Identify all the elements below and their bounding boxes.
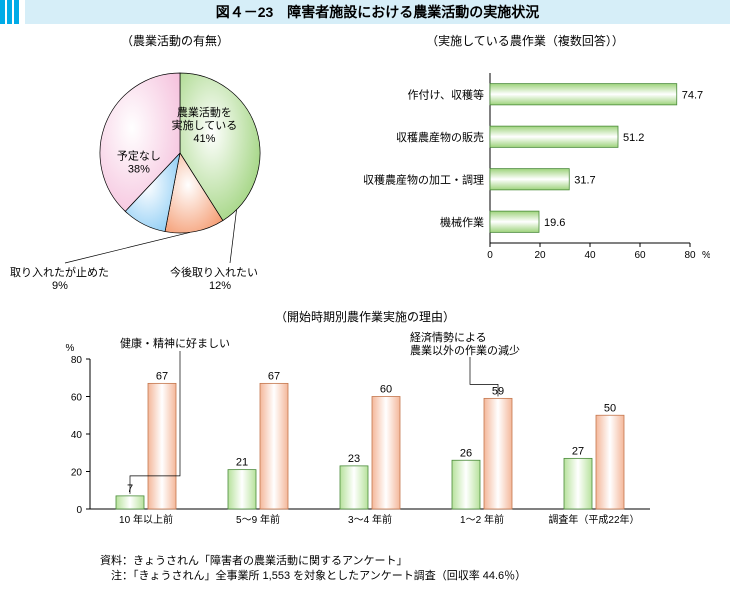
hbar: [490, 169, 569, 190]
svg-text:60: 60: [380, 384, 392, 396]
grouped-bar: [116, 496, 144, 509]
svg-text:67: 67: [156, 370, 168, 382]
grouped-bar: [148, 383, 176, 509]
grouped-bar: [372, 397, 400, 510]
svg-text:60: 60: [634, 250, 646, 261]
svg-text:今後取り入れたい: 今後取り入れたい: [170, 265, 258, 279]
hbar: [490, 211, 539, 232]
title-accent: [0, 0, 19, 24]
svg-text:3～4 年前: 3～4 年前: [348, 513, 392, 526]
svg-text:作付け、収穫等: 作付け、収穫等: [408, 87, 484, 101]
svg-text:0: 0: [76, 505, 82, 516]
hbar-subtitle: （実施している農作業（複数回答））: [340, 32, 710, 49]
svg-text:0: 0: [487, 250, 493, 261]
svg-text:40: 40: [71, 430, 83, 441]
svg-text:19.6: 19.6: [544, 217, 565, 229]
svg-text:21: 21: [236, 457, 248, 469]
grouped-bar: [596, 415, 624, 509]
svg-text:26: 26: [460, 447, 472, 459]
grouped-bar: [452, 460, 480, 509]
svg-text:9%: 9%: [52, 280, 68, 292]
grouped-bar-chart: 020406080%76710 年以上前21675～9 年前23603～4 年前…: [30, 329, 690, 549]
svg-text:20: 20: [534, 250, 546, 261]
grouped-bar: [340, 466, 368, 509]
grouped-bar: [228, 470, 256, 509]
svg-text:%: %: [66, 343, 75, 354]
svg-text:31.7: 31.7: [574, 174, 595, 186]
grouped-subtitle: （開始時期別農作業実施の理由）: [30, 308, 700, 325]
svg-text:38%: 38%: [128, 164, 150, 176]
grouped-bar: [564, 458, 592, 509]
svg-text:収穫農産物の販売: 収穫農産物の販売: [396, 130, 484, 144]
footnote-line2: 注：「きょうされん」全事業所 1,553 を対象としたアンケート調査（回収率 4…: [100, 569, 730, 584]
svg-text:健康・精神に好ましい: 健康・精神に好ましい: [120, 336, 230, 350]
svg-text:%: %: [702, 250, 710, 261]
svg-text:67: 67: [268, 370, 280, 382]
svg-text:経済情勢による: 経済情勢による: [410, 330, 487, 344]
svg-text:機械作業: 機械作業: [440, 215, 484, 229]
svg-text:実施している: 実施している: [172, 118, 238, 132]
footnote: 資料：きょうされん「障害者の農業活動に関するアンケート」 注：「きょうされん」全…: [100, 554, 730, 585]
svg-text:23: 23: [348, 453, 360, 465]
svg-text:51.2: 51.2: [623, 132, 644, 144]
svg-text:80: 80: [684, 250, 696, 261]
svg-text:農業以外の作業の減少: 農業以外の作業の減少: [410, 343, 520, 357]
grouped-bar: [484, 398, 512, 509]
svg-text:5～9 年前: 5～9 年前: [236, 513, 280, 526]
svg-text:41%: 41%: [193, 133, 215, 145]
svg-text:40: 40: [584, 250, 596, 261]
svg-text:60: 60: [71, 393, 83, 404]
svg-text:12%: 12%: [209, 280, 231, 292]
horizontal-bar-chart: 0 20 40 60 80% 作付け、収穫等 74.7 収穫農産物の販売 51.2 収穫農産物の加…: [340, 53, 710, 273]
svg-text:20: 20: [71, 468, 83, 479]
svg-text:収穫農産物の加工・調理: 収穫農産物の加工・調理: [363, 172, 484, 186]
svg-text:1～2 年前: 1～2 年前: [460, 513, 504, 526]
svg-text:50: 50: [604, 402, 616, 414]
figure-title: 図４－23 障害者施設における農業活動の実施状況: [25, 0, 730, 24]
pie-subtitle: （農業活動の有無）: [10, 32, 340, 49]
figure-title-bar: 図４－23 障害者施設における農業活動の実施状況: [0, 0, 730, 24]
svg-text:80: 80: [71, 355, 83, 366]
svg-text:農業活動を: 農業活動を: [177, 105, 232, 119]
svg-text:取り入れたが止めた: 取り入れたが止めた: [10, 265, 109, 279]
svg-text:調査年（平成22年）: 調査年（平成22年）: [548, 513, 639, 526]
pie-chart: 農業活動を実施している41% 予定なし38% 今後取り入れたい12% 取り入れたが止め…: [10, 53, 340, 303]
grouped-bar: [260, 383, 288, 509]
svg-text:27: 27: [572, 445, 584, 457]
svg-text:74.7: 74.7: [682, 89, 703, 101]
footnote-line1: 資料：きょうされん「障害者の農業活動に関するアンケート」: [100, 554, 730, 569]
svg-text:10 年以上前: 10 年以上前: [119, 513, 173, 526]
hbar: [490, 84, 677, 105]
hbar: [490, 126, 618, 147]
svg-text:予定なし: 予定なし: [117, 149, 161, 163]
